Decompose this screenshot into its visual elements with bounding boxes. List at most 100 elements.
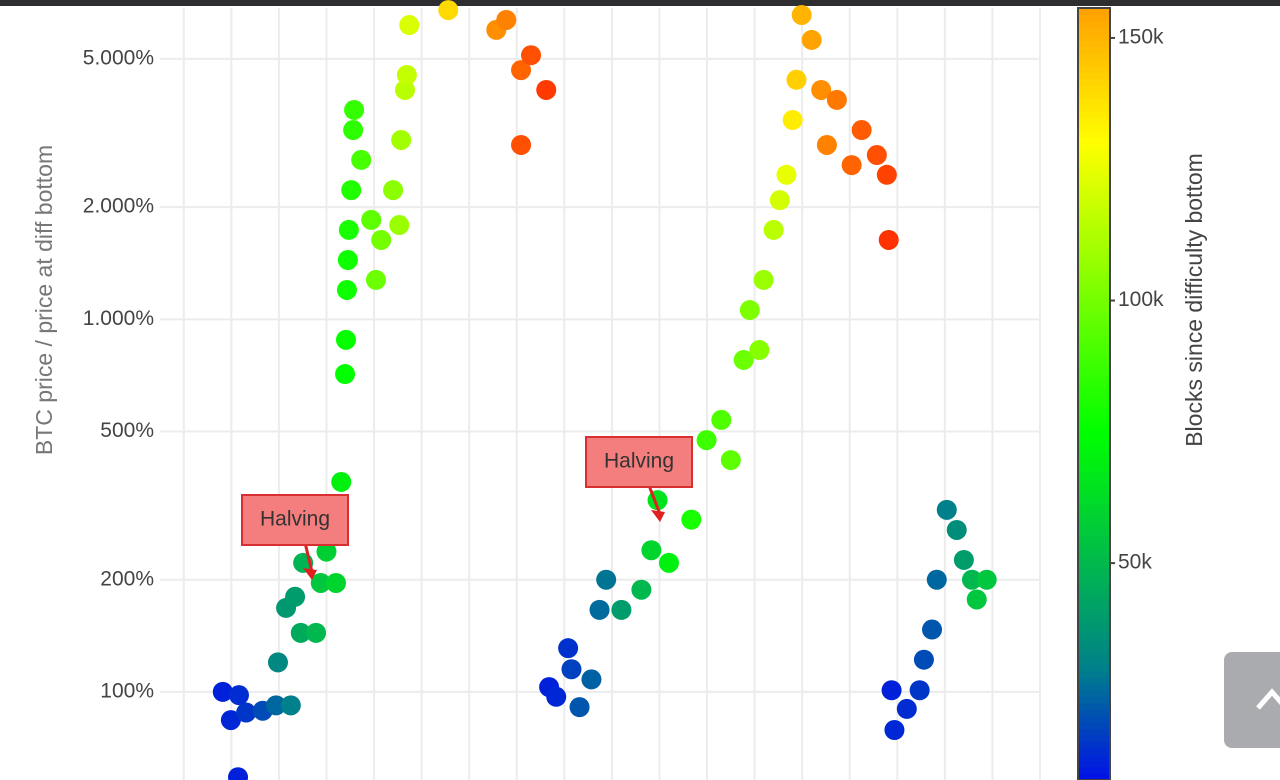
point — [922, 619, 943, 640]
point — [786, 69, 807, 90]
point — [558, 638, 579, 659]
point — [733, 349, 754, 370]
colorbar-segment — [1078, 632, 1110, 640]
point — [343, 120, 364, 141]
colorbar-segment — [1078, 464, 1110, 472]
point — [220, 710, 241, 731]
point — [909, 680, 930, 701]
colorbar-frame — [1077, 7, 1111, 780]
colorbar-segment — [1078, 490, 1110, 498]
point — [511, 60, 532, 81]
colorbar-segment — [1078, 702, 1110, 710]
colorbar-segment — [1078, 477, 1110, 485]
colorbar-segment — [1078, 593, 1110, 601]
point — [290, 622, 311, 643]
point — [389, 215, 410, 236]
colorbar-segment — [1078, 728, 1110, 736]
colorbar-segment — [1078, 561, 1110, 569]
point — [351, 149, 372, 170]
colorbar-segment — [1078, 162, 1110, 170]
colorbar-segment — [1078, 387, 1110, 395]
point — [596, 569, 617, 590]
colorbar-segment — [1078, 33, 1110, 41]
point — [801, 29, 822, 50]
colorbar-segment — [1078, 323, 1110, 331]
points — [212, 0, 997, 780]
colorbar-segment — [1078, 439, 1110, 447]
colorbar-segment — [1078, 619, 1110, 627]
point — [961, 569, 982, 590]
colorbar-segment — [1078, 606, 1110, 614]
point — [438, 0, 459, 21]
colorbar-segment — [1078, 657, 1110, 665]
colorbar-segment — [1078, 484, 1110, 492]
colorbar-segment — [1078, 516, 1110, 524]
point — [851, 120, 872, 141]
colorbar-segment — [1078, 374, 1110, 382]
colorbar-segment — [1078, 110, 1110, 118]
point — [782, 110, 803, 131]
colorbar-segment — [1078, 65, 1110, 73]
colorbar-segment — [1078, 155, 1110, 163]
colorbar-segment — [1078, 310, 1110, 318]
point — [344, 99, 365, 120]
colorbar-segment — [1078, 91, 1110, 99]
annotation-box — [585, 436, 693, 488]
colorbar-segment — [1078, 85, 1110, 93]
colorbar-segment — [1078, 471, 1110, 479]
colorbar-segment — [1078, 535, 1110, 543]
point — [769, 190, 790, 211]
point — [212, 681, 233, 702]
colorbar-segment — [1078, 233, 1110, 241]
colorbar-segment — [1078, 747, 1110, 755]
point — [884, 720, 905, 741]
colorbar-segment — [1078, 432, 1110, 440]
point — [341, 180, 362, 201]
point — [391, 129, 412, 150]
colorbar-segment — [1078, 213, 1110, 221]
arrow-head — [651, 510, 665, 522]
caret-icon — [1256, 688, 1280, 710]
point — [228, 767, 249, 780]
point — [866, 145, 887, 166]
colorbar-segment — [1078, 689, 1110, 697]
point — [776, 164, 797, 185]
point — [876, 164, 897, 185]
colorbar-segment — [1078, 394, 1110, 402]
colorbar-segment — [1078, 201, 1110, 209]
colorbar-segment — [1078, 78, 1110, 86]
top-bar — [0, 0, 1280, 6]
point — [316, 541, 337, 562]
colorbar-segment — [1078, 503, 1110, 511]
colorbar-segment — [1078, 194, 1110, 202]
colorbar-segment — [1078, 522, 1110, 530]
y-axis-title: BTC price / price at diff bottom — [31, 145, 57, 455]
colorbar-segment — [1078, 722, 1110, 730]
colorbar-segment — [1078, 284, 1110, 292]
point — [913, 649, 934, 670]
point — [335, 364, 356, 385]
colorbar-segment — [1078, 400, 1110, 408]
point — [811, 79, 832, 100]
point — [826, 89, 847, 110]
colorbar-segment — [1078, 754, 1110, 762]
point — [536, 79, 557, 100]
colorbar-segment — [1078, 567, 1110, 575]
point — [546, 686, 567, 707]
point — [361, 209, 382, 230]
colorbar-segment — [1078, 670, 1110, 678]
scroll-top-button[interactable] — [1224, 652, 1280, 748]
colorbar-segment — [1078, 188, 1110, 196]
colorbar-segment — [1078, 381, 1110, 389]
point — [581, 669, 602, 690]
colorbar-segment — [1078, 27, 1110, 35]
button-bg[interactable] — [1224, 652, 1280, 748]
point — [631, 579, 652, 600]
colorbar: 50k 100k 150k Blocks since difficulty botto… — [1077, 7, 1207, 780]
colorbar-segment — [1078, 574, 1110, 582]
colorbar-segment — [1078, 220, 1110, 228]
colorbar-segment — [1078, 419, 1110, 427]
point — [841, 155, 862, 176]
y-tick-label: 2.000% — [83, 195, 154, 218]
